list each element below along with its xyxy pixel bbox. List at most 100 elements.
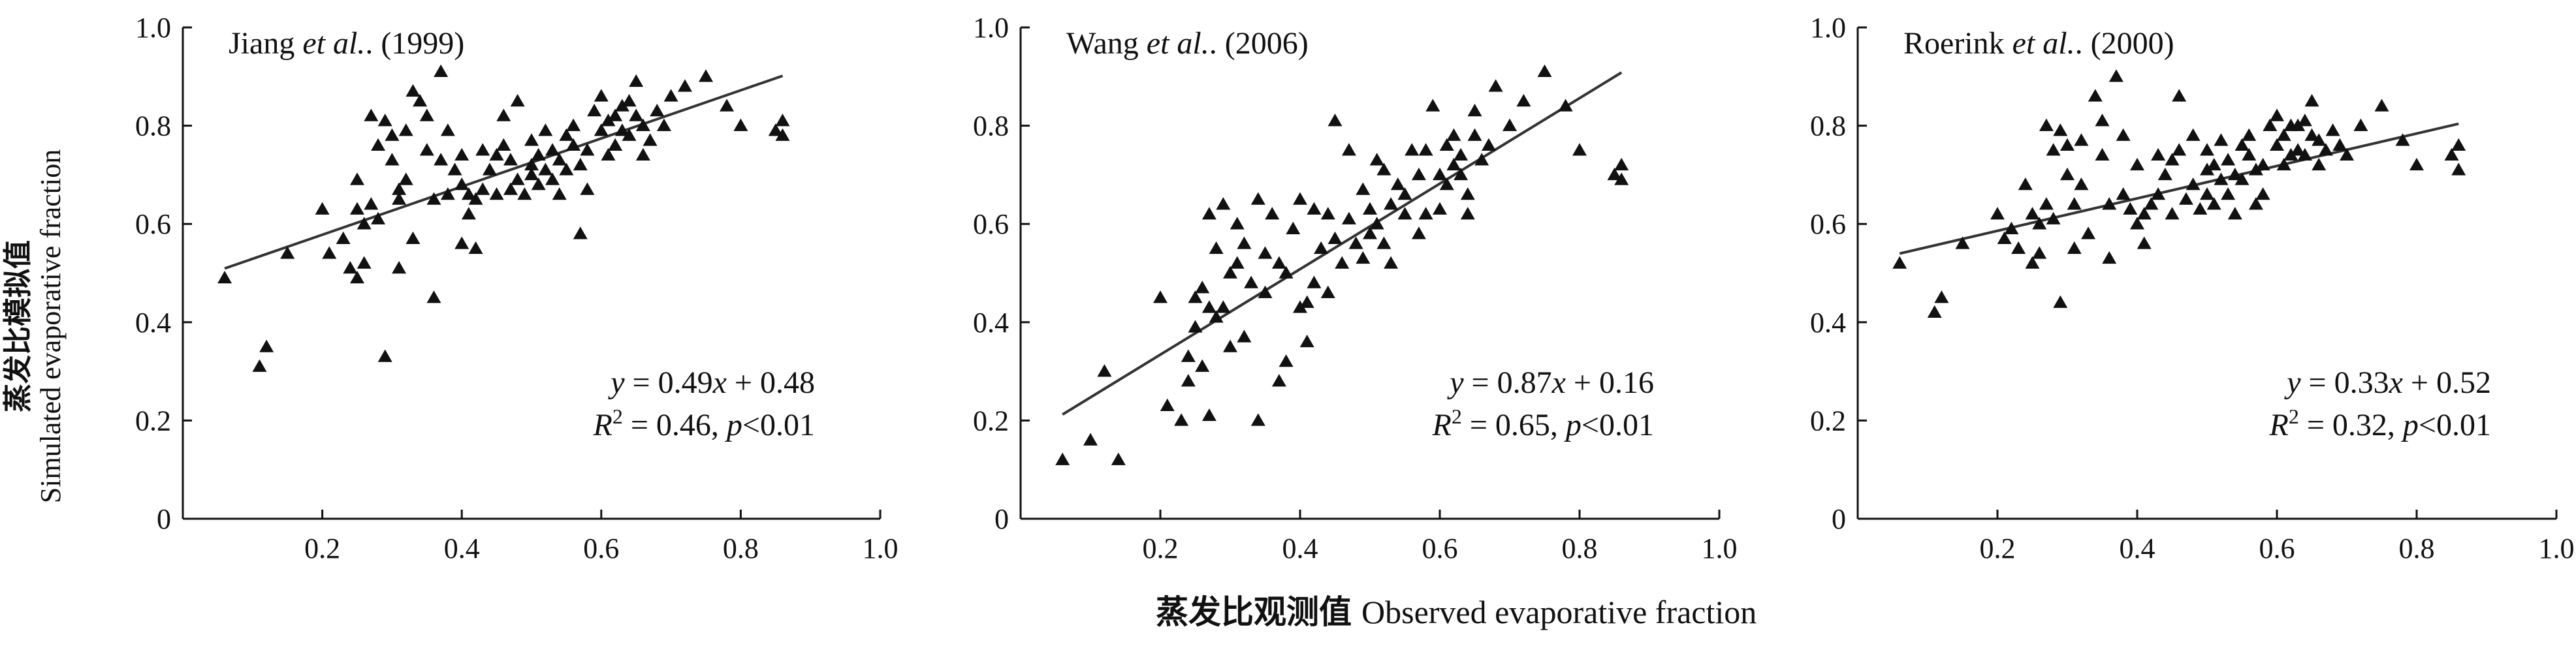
data-point <box>1405 143 1420 156</box>
data-point <box>2255 157 2270 171</box>
data-point <box>2206 157 2221 171</box>
data-point <box>1363 226 1377 239</box>
regression-equation: y = 0.33x + 0.52 <box>2283 365 2491 400</box>
data-point <box>601 147 616 161</box>
data-point <box>1320 207 1335 220</box>
x-tick-label: 0.8 <box>2399 532 2435 564</box>
data-point <box>1209 310 1224 323</box>
data-point <box>2340 147 2354 161</box>
data-point <box>1271 256 1286 269</box>
data-point <box>2116 187 2131 200</box>
data-point <box>587 104 602 117</box>
data-point <box>768 123 783 136</box>
data-point <box>1195 281 1210 294</box>
data-point <box>2108 69 2123 82</box>
data-point <box>2074 133 2089 146</box>
data-point <box>482 162 497 176</box>
x-tick-label: 0.8 <box>1562 532 1598 564</box>
data-point <box>1990 207 2005 220</box>
data-point <box>614 123 629 136</box>
data-point <box>2137 207 2152 220</box>
data-point <box>559 128 574 141</box>
data-point <box>524 133 539 146</box>
data-point <box>1299 295 1314 308</box>
data-point <box>496 138 511 151</box>
data-point <box>1181 374 1196 387</box>
data-point <box>775 128 790 141</box>
data-point <box>2234 172 2250 185</box>
panel-title: Jiang et al.. (1999) <box>229 26 464 61</box>
data-point <box>385 128 400 141</box>
data-point <box>2025 207 2040 220</box>
y-axis-label-en-group: Simulated evaporative fraction <box>35 149 67 503</box>
data-point <box>1299 334 1314 348</box>
data-point <box>377 349 392 362</box>
regression-stats: R2 = 0.65, p<0.01 <box>1432 405 1654 442</box>
data-point <box>635 147 650 161</box>
data-point <box>1216 197 1231 210</box>
data-point <box>1418 143 1433 156</box>
data-point <box>2165 207 2180 220</box>
data-point <box>1293 192 1307 205</box>
data-point <box>2074 177 2089 191</box>
data-point <box>1341 211 1356 224</box>
data-point <box>1558 99 1573 112</box>
x-tick-label: 0.2 <box>304 532 340 564</box>
data-point <box>1271 374 1286 387</box>
data-point <box>1384 256 1399 269</box>
data-point <box>1237 330 1252 343</box>
data-point <box>2067 197 2082 210</box>
data-point <box>2353 118 2368 131</box>
data-point <box>2067 241 2082 254</box>
data-point <box>426 290 441 303</box>
data-point <box>503 182 518 195</box>
data-point <box>2409 157 2424 171</box>
data-point <box>1356 251 1371 264</box>
data-point <box>1488 79 1503 92</box>
data-point <box>524 167 539 181</box>
data-point <box>1188 290 1203 303</box>
data-point <box>489 187 504 200</box>
data-point <box>2318 143 2333 156</box>
y-tick-label: 0.4 <box>1810 307 1846 339</box>
data-point <box>1335 256 1350 269</box>
data-point <box>2312 157 2327 171</box>
data-point <box>1293 300 1307 313</box>
x-tick-label: 0.6 <box>583 532 619 564</box>
data-point <box>1201 408 1216 422</box>
y-tick-label: 1.0 <box>973 12 1009 44</box>
data-point <box>2200 162 2214 176</box>
data-point <box>2060 138 2075 151</box>
data-point <box>1286 221 1301 234</box>
data-point <box>489 147 504 161</box>
data-point <box>1097 364 1112 377</box>
data-point <box>1467 104 1482 117</box>
data-point <box>1537 64 1552 78</box>
data-point <box>2123 202 2138 215</box>
data-point <box>1516 93 1531 107</box>
data-point <box>2102 251 2117 264</box>
data-point <box>2102 197 2117 210</box>
data-point <box>398 123 413 136</box>
data-point <box>2283 147 2298 161</box>
data-point <box>475 143 490 156</box>
data-point <box>503 153 518 166</box>
data-point <box>656 118 671 131</box>
data-point <box>1384 197 1399 210</box>
data-point <box>315 202 330 215</box>
data-point <box>454 236 469 249</box>
data-point <box>2304 128 2319 141</box>
data-point <box>2227 167 2242 181</box>
data-point <box>336 231 351 245</box>
data-point <box>2172 89 2187 102</box>
panel-2: 0 0.2 0.4 0.6 0.8 1.0 0.2 0.4 0.6 0.8 1.0 Wang et a… <box>973 12 1738 564</box>
data-point <box>1390 177 1405 191</box>
regression-line <box>1062 71 1623 416</box>
data-point <box>2248 197 2263 210</box>
data-point <box>2234 138 2250 151</box>
y-tick-label: 0 <box>157 503 171 535</box>
data-point <box>1474 153 1489 166</box>
data-point <box>322 246 337 259</box>
data-point <box>2081 226 2096 239</box>
data-point <box>2221 187 2236 200</box>
